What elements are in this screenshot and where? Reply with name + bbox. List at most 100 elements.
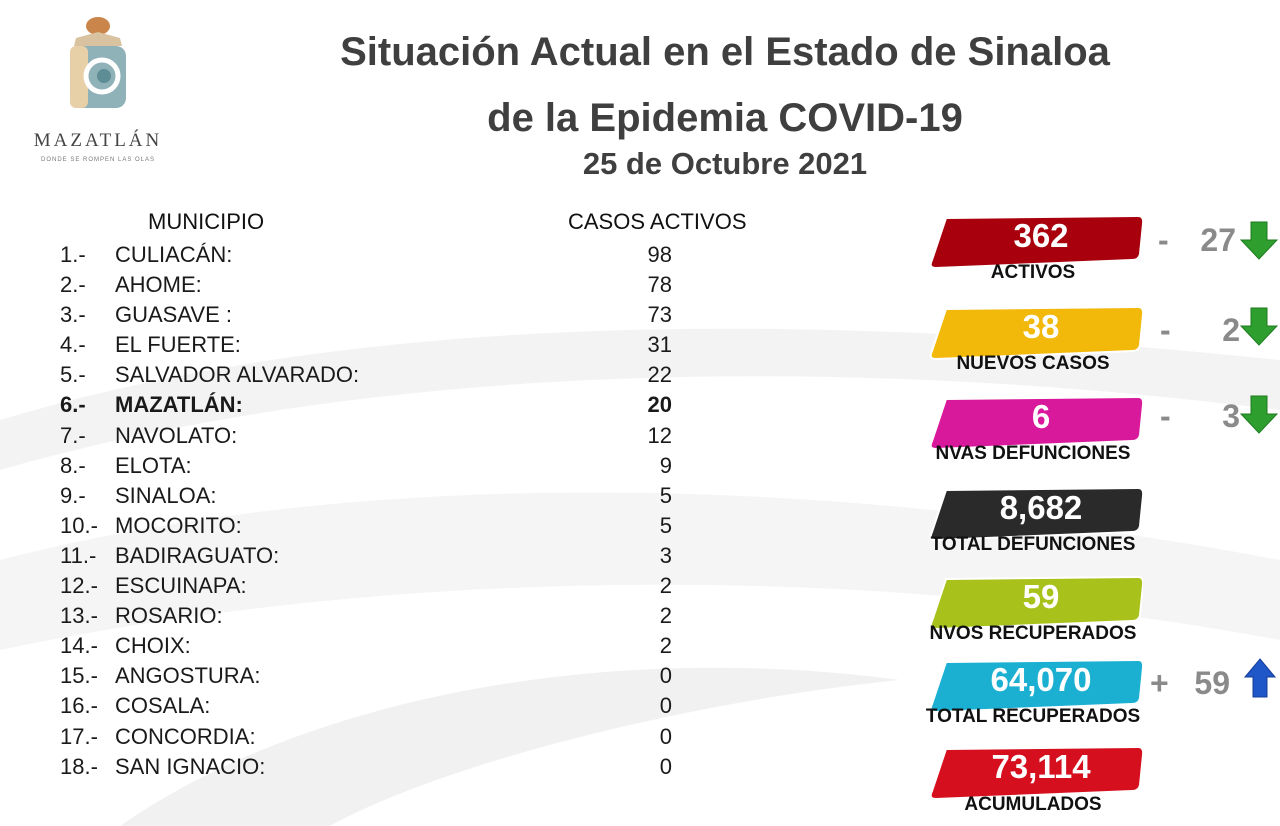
activos-label: ACTIVOS bbox=[990, 262, 1076, 283]
row-number: 17.- bbox=[60, 723, 98, 749]
badge-shape bbox=[929, 214, 1143, 270]
row-number: 9.- bbox=[60, 482, 86, 508]
table-row: 12.- ESCUINAPA: 2 bbox=[60, 571, 700, 601]
report-date: 25 de Octubre 2021 bbox=[582, 146, 868, 181]
table-row: 10.- MOCORITO: 5 bbox=[60, 511, 700, 541]
table-row: 14.- CHOIX: 2 bbox=[60, 631, 700, 661]
nuevos-casos-value: 38 bbox=[1022, 308, 1060, 345]
row-number: 5.- bbox=[60, 362, 86, 388]
row-value: 78 bbox=[647, 272, 672, 298]
total-recuperados-label: TOTAL RECUPERADOS bbox=[925, 706, 1141, 727]
table-row: 13.- ROSARIO: 2 bbox=[60, 601, 700, 631]
row-value: 0 bbox=[659, 753, 672, 779]
delta-value: 2 bbox=[1222, 312, 1240, 348]
total-recuperados-value: 64,070 bbox=[990, 661, 1092, 698]
page-subtitle: de la Epidemia COVID-19 bbox=[487, 96, 963, 140]
total-recuperados-delta: + 59 bbox=[1150, 665, 1240, 705]
row-number: 10.- bbox=[60, 512, 98, 538]
row-value: 31 bbox=[647, 332, 672, 358]
acumulados-label: ACUMULADOS bbox=[964, 794, 1102, 815]
row-municipio: MOCORITO: bbox=[115, 512, 242, 538]
row-municipio: GUASAVE : bbox=[115, 302, 232, 328]
row-number: 13.- bbox=[60, 603, 98, 629]
row-number: 8.- bbox=[60, 452, 86, 478]
row-number: 6.- bbox=[60, 392, 86, 418]
row-municipio: ELOTA: bbox=[115, 452, 192, 478]
row-number: 15.- bbox=[60, 663, 98, 689]
row-value: 2 bbox=[659, 633, 672, 659]
badge-shape bbox=[929, 486, 1143, 542]
row-value: 20 bbox=[647, 392, 672, 418]
row-value: 9 bbox=[659, 452, 672, 478]
row-value: 0 bbox=[659, 693, 672, 719]
badge-shape bbox=[929, 658, 1143, 714]
delta-sign: - bbox=[1160, 312, 1171, 348]
row-value: 73 bbox=[647, 302, 672, 328]
nvos-recuperados-label: NVOS RECUPERADOS bbox=[929, 623, 1137, 644]
table-row: 5.- SALVADOR ALVARADO: 22 bbox=[60, 360, 700, 390]
municipio-table: 1.- CULIACÁN: 98 2.- AHOME: 78 3.- GUASAVE : 7… bbox=[60, 240, 700, 782]
table-row: 17.- CONCORDIA: 0 bbox=[60, 722, 700, 752]
row-value: 0 bbox=[659, 663, 672, 689]
logo-tagline: DONDE SE ROMPEN LAS OLAS bbox=[40, 157, 156, 163]
row-number: 3.- bbox=[60, 302, 86, 328]
nvas-defunciones-delta: - 3 bbox=[1160, 398, 1240, 438]
row-value: 2 bbox=[659, 603, 672, 629]
nuevos-casos-delta: - 2 bbox=[1160, 312, 1240, 352]
mazatlan-logo: MAZATLÁN DONDE SE ROMPEN LAS OLAS bbox=[18, 16, 178, 166]
row-value: 5 bbox=[659, 512, 672, 538]
badge-shape bbox=[929, 745, 1143, 801]
table-row: 2.- AHOME: 78 bbox=[60, 270, 700, 300]
table-row: 4.- EL FUERTE: 31 bbox=[60, 330, 700, 360]
row-value: 2 bbox=[659, 573, 672, 599]
table-row: 8.- ELOTA: 9 bbox=[60, 451, 700, 481]
row-value: 22 bbox=[647, 362, 672, 388]
arrow-down-icon bbox=[1240, 395, 1278, 434]
table-row: 18.- SAN IGNACIO: 0 bbox=[60, 752, 700, 782]
total-defunciones-value: 8,682 bbox=[999, 489, 1083, 526]
table-row: 3.- GUASAVE : 73 bbox=[60, 300, 700, 330]
row-municipio: ESCUINAPA: bbox=[115, 573, 247, 599]
row-municipio: CONCORDIA: bbox=[115, 723, 256, 749]
table-row: 15.- ANGOSTURA: 0 bbox=[60, 661, 700, 691]
nvas-defunciones-value: 6 bbox=[1031, 398, 1051, 435]
row-value: 3 bbox=[659, 542, 672, 568]
header-casos-activos: CASOS ACTIVOS bbox=[568, 209, 747, 234]
row-value: 5 bbox=[659, 482, 672, 508]
row-municipio: CHOIX: bbox=[115, 633, 191, 659]
row-number: 4.- bbox=[60, 332, 86, 358]
row-municipio: ROSARIO: bbox=[115, 603, 223, 629]
row-municipio: BADIRAGUATO: bbox=[115, 542, 280, 568]
nvos-recuperados-value: 59 bbox=[1022, 578, 1060, 615]
badge-shape bbox=[929, 395, 1143, 451]
row-municipio: ANGOSTURA: bbox=[115, 663, 261, 689]
delta-value: 27 bbox=[1200, 222, 1236, 258]
row-number: 14.- bbox=[60, 633, 98, 659]
arrow-down-icon bbox=[1240, 307, 1278, 346]
row-municipio: EL FUERTE: bbox=[115, 332, 241, 358]
arrow-up-icon bbox=[1244, 658, 1276, 698]
row-municipio: SINALOA: bbox=[115, 482, 217, 508]
activos-delta: - 27 bbox=[1158, 222, 1248, 262]
row-municipio: SALVADOR ALVARADO: bbox=[115, 362, 360, 388]
row-municipio: CULIACÁN: bbox=[115, 242, 233, 267]
table-row: 7.- NAVOLATO: 12 bbox=[60, 421, 700, 451]
delta-value: 59 bbox=[1194, 665, 1230, 701]
row-municipio: AHOME: bbox=[115, 272, 202, 298]
row-number: 18.- bbox=[60, 753, 98, 779]
table-row-highlighted: 6.- MAZATLÁN: 20 bbox=[60, 390, 700, 420]
logo-emblem-icon bbox=[70, 17, 126, 108]
table-row: 16.- COSALA: 0 bbox=[60, 691, 700, 721]
arrow-down-icon bbox=[1240, 221, 1278, 260]
row-number: 1.- bbox=[60, 242, 86, 267]
delta-value: 3 bbox=[1222, 398, 1240, 434]
row-municipio: SAN IGNACIO: bbox=[115, 753, 266, 779]
page-title: Situación Actual en el Estado de Sinaloa bbox=[340, 30, 1110, 74]
delta-sign: - bbox=[1160, 398, 1171, 434]
delta-sign: + bbox=[1150, 665, 1169, 701]
row-value: 98 bbox=[647, 242, 672, 267]
activos-value: 362 bbox=[1013, 217, 1069, 254]
row-municipio: NAVOLATO: bbox=[115, 422, 238, 448]
row-value: 0 bbox=[659, 723, 672, 749]
row-municipio: MAZATLÁN: bbox=[115, 392, 243, 418]
